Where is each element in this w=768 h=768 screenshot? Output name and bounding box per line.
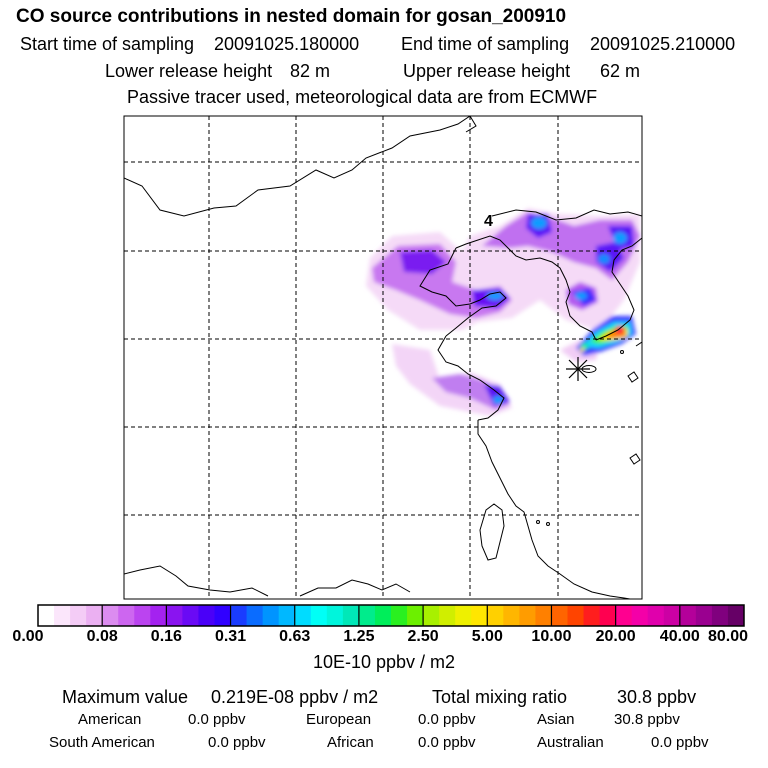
colorbar-swatch [487, 605, 504, 626]
colorbar-swatch [102, 605, 119, 626]
colorbar-tick-label: 2.50 [407, 628, 439, 645]
colorbar-tick-label: 1.25 [343, 628, 375, 645]
lat-lon-grid [124, 116, 642, 599]
end-time-label: End time of sampling [401, 34, 570, 54]
colorbar-swatch [599, 605, 617, 626]
colorbar-swatch [423, 605, 440, 626]
colorbar-swatch [278, 605, 296, 626]
colorbar-swatch [455, 605, 472, 626]
colorbar-swatch [519, 605, 536, 626]
region-name: South American [49, 734, 155, 751]
colorbar-tick-label: 0.00 [12, 628, 44, 645]
colorbar-swatch [70, 605, 87, 626]
colorbar-swatch [262, 605, 280, 626]
start-time-label: Start time of sampling [20, 34, 195, 54]
receptor-asterisk-icon [566, 357, 590, 381]
colorbar-swatch [503, 605, 520, 626]
tracer-note: Passive tracer used, meteorological data… [127, 87, 598, 107]
colorbar [37, 604, 745, 627]
colorbar-swatch [310, 605, 328, 626]
colorbar-swatch [374, 605, 392, 626]
colorbar-swatch [326, 605, 344, 626]
colorbar-swatch [358, 605, 376, 626]
colorbar-tick-label: 0.16 [150, 628, 182, 645]
region-value: 0.0 ppbv [188, 711, 246, 728]
upper-height-value: 62 m [600, 61, 641, 81]
colorbar-swatch [711, 605, 729, 626]
end-time-value: 20091025.210000 [590, 34, 736, 54]
colorbar-tick-label: 40.00 [659, 628, 700, 645]
colorbar-unit: 10E-10 ppbv / m2 [312, 652, 456, 672]
colorbar-swatch [246, 605, 264, 626]
coastlines [124, 116, 642, 599]
max-value-label: Maximum value [62, 687, 189, 707]
region-value: 30.8 ppbv [614, 711, 680, 728]
colorbar-swatch [695, 605, 713, 626]
colorbar-swatch [631, 605, 649, 626]
colorbar-swatch [567, 605, 585, 626]
plume-field [366, 208, 640, 416]
colorbar-swatch [679, 605, 697, 626]
colorbar-border [37, 604, 745, 627]
colorbar-swatch [294, 605, 312, 626]
colorbar-tick-label: 5.00 [471, 628, 503, 645]
colorbar-swatch [86, 605, 103, 626]
colorbar-swatch [198, 605, 215, 626]
colorbar-swatch [535, 605, 552, 626]
colorbar-tick-label: 0.31 [214, 628, 247, 645]
colorbar-swatch [54, 605, 71, 626]
colorbar-swatch [391, 605, 408, 626]
colorbar-swatch [342, 605, 360, 626]
colorbar-swatch [727, 605, 745, 626]
region-value: 0.0 ppbv [208, 734, 266, 751]
colorbar-tick-label: 10.00 [531, 628, 572, 645]
region-name: European [306, 711, 372, 728]
colorbar-swatch [182, 605, 199, 626]
region-name: African [327, 734, 374, 751]
colorbar-swatch [118, 605, 135, 626]
colorbar-swatch [166, 605, 183, 626]
colorbar-swatch [615, 605, 633, 626]
total-mixing-value: 30.8 ppbv [617, 687, 697, 707]
colorbar-swatch [407, 605, 424, 626]
start-time-value: 20091025.180000 [214, 34, 360, 54]
colorbar-swatch [647, 605, 665, 626]
lower-height-value: 82 m [290, 61, 331, 81]
region-value: 0.0 ppbv [418, 734, 476, 751]
colorbar-swatch [150, 605, 167, 626]
colorbar-swatch [663, 605, 681, 626]
colorbar-tick-label: 80.00 [707, 628, 749, 645]
region-name: Australian [537, 734, 604, 751]
colorbar-swatch [230, 605, 248, 626]
colorbar-tick-label: 0.63 [279, 628, 311, 645]
colorbar-swatch [471, 605, 488, 626]
colorbar-swatch [38, 605, 55, 626]
colorbar-tick-label: 0.08 [86, 628, 118, 645]
colorbar-tick-label: 20.00 [595, 628, 636, 645]
region-name: American [78, 711, 142, 728]
map-frame [123, 115, 643, 600]
region-name: Asian [537, 711, 575, 728]
upper-height-label: Upper release height [403, 61, 571, 81]
max-value: 0.219E-08 ppbv / m2 [211, 687, 379, 707]
colorbar-swatch [583, 605, 601, 626]
lower-height-label: Lower release height [105, 61, 273, 81]
total-mixing-label: Total mixing ratio [432, 687, 568, 707]
colorbar-swatch [551, 605, 568, 626]
plot-title: CO source contributions in nested domain… [16, 6, 567, 27]
colorbar-swatch [134, 605, 151, 626]
colorbar-swatch [439, 605, 456, 626]
day-marker-label: 4 [484, 213, 493, 230]
region-value: 0.0 ppbv [418, 711, 476, 728]
region-value: 0.0 ppbv [651, 734, 709, 751]
colorbar-swatch [214, 605, 232, 626]
